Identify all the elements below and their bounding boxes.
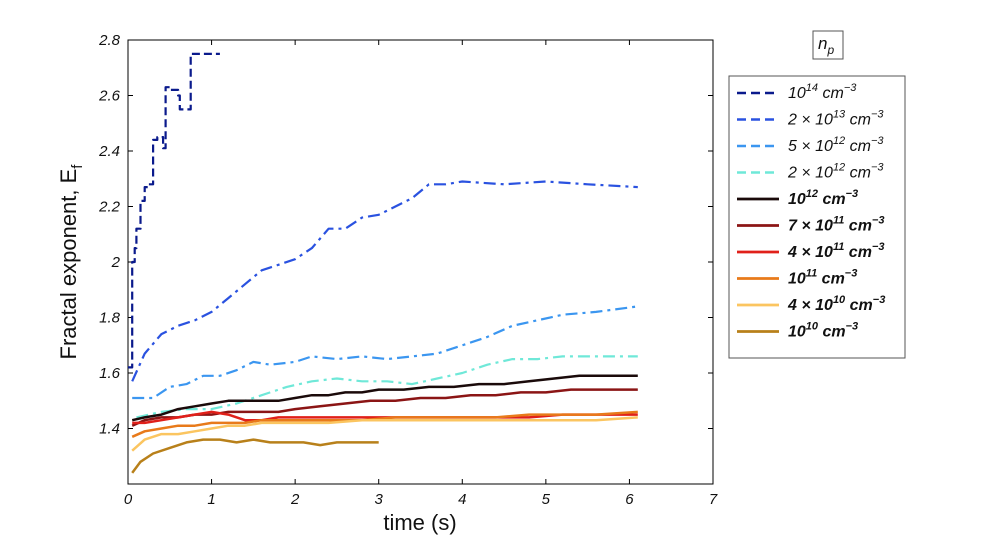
- legend: [728, 75, 906, 359]
- series-line-4: [131, 374, 638, 422]
- plot-area: [127, 39, 714, 485]
- legend-title-box: [812, 30, 844, 60]
- series-line-8: [131, 416, 638, 452]
- y-tick-label: 2.4: [98, 143, 120, 160]
- y-tick-label: 1.4: [99, 421, 120, 438]
- x-tick-label: 5: [542, 491, 551, 508]
- y-tick-label: 2.6: [98, 88, 121, 105]
- series-line-0: [128, 52, 220, 369]
- y-tick-label: 1.8: [99, 310, 121, 327]
- y-tick-label: 1.6: [99, 365, 121, 382]
- x-axis-ticks: 0 1 2 3 4 5 6 7: [124, 40, 718, 508]
- legend-label-8: 4 × 1010 cm−3: [787, 294, 885, 314]
- series-line-2: [132, 305, 638, 400]
- legend-label-9: 1010 cm−3: [788, 321, 858, 341]
- legend-title: np: [818, 34, 834, 57]
- legend-label-4: 1012 cm−3: [788, 188, 858, 208]
- y-tick-label: 2.8: [98, 32, 121, 49]
- series-lines: [128, 52, 638, 474]
- x-tick-label: 6: [625, 491, 634, 508]
- x-tick-label: 4: [458, 491, 466, 508]
- legend-label-0: 1014 cm−3: [788, 82, 857, 102]
- y-tick-label: 2: [111, 254, 121, 271]
- y-tick-label: 2.2: [98, 199, 121, 216]
- legend-label-5: 7 × 1011 cm−3: [788, 215, 884, 235]
- y-axis-ticks: 1.4 1.6 1.8 2 2.2 2.4 2.6 2.8: [98, 32, 713, 438]
- x-axis-label: time (s): [383, 510, 456, 535]
- legend-label-2: 5 × 1012 cm−3: [788, 135, 884, 155]
- legend-label-6: 4 × 1011 cm−3: [787, 241, 884, 261]
- legend-label-1: 2 × 1013 cm−3: [787, 109, 884, 129]
- legend-label-7: 1011 cm−3: [788, 268, 857, 288]
- x-tick-label: 0: [124, 491, 133, 508]
- y-axis-label: Fractal exponent, Ef: [56, 164, 86, 360]
- series-line-1: [131, 180, 638, 382]
- x-tick-label: 3: [375, 491, 384, 508]
- series-line-3: [136, 355, 638, 419]
- legend-label-3: 2 × 1012 cm−3: [787, 162, 884, 182]
- x-tick-label: 2: [290, 491, 300, 508]
- x-tick-label: 1: [207, 491, 215, 508]
- x-tick-label: 7: [709, 491, 718, 508]
- series-line-6: [132, 410, 638, 425]
- series-line-7: [131, 410, 638, 438]
- legend-items: 1014 cm−3 2 × 1013 cm−3 5 × 1012 cm−3 2 × 1…: [737, 82, 885, 341]
- series-line-9: [131, 438, 379, 474]
